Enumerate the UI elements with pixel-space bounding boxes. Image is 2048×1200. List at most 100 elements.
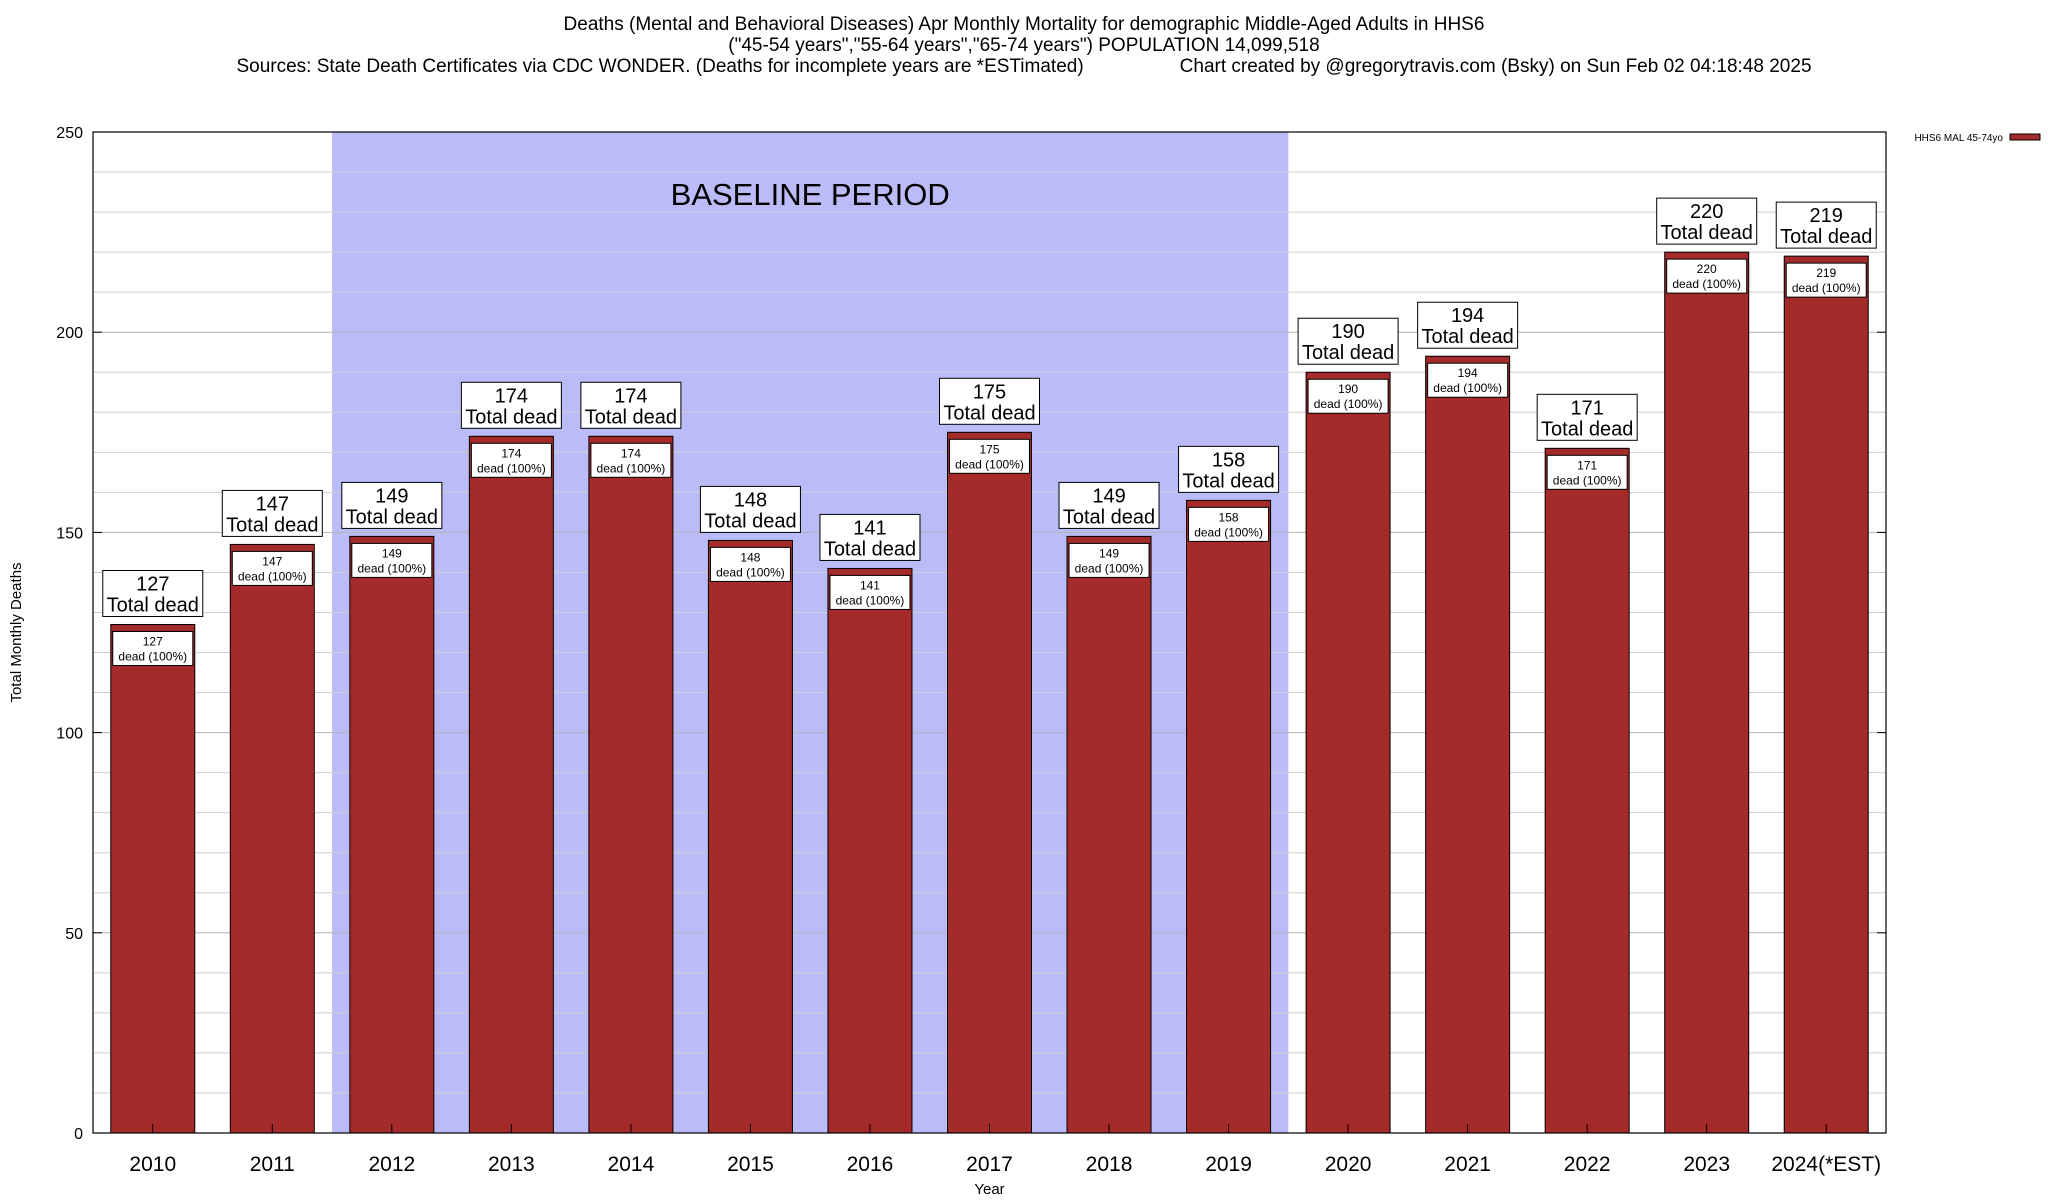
bar-total-value: 190 xyxy=(1331,321,1364,343)
bar xyxy=(1305,371,1391,1134)
bar-inner-value: 171 xyxy=(1577,458,1597,472)
bar-total-label: Total dead xyxy=(704,510,796,532)
bar-total-label-box xyxy=(460,381,562,429)
bar-total-label: Total dead xyxy=(943,402,1035,424)
x-tick-label: 2024(*EST) xyxy=(1771,1153,1881,1176)
bar-total-label: Total dead xyxy=(346,506,438,528)
bar-total-label: Total dead xyxy=(107,594,199,616)
bar-inner-label-box xyxy=(351,542,433,578)
x-tick-label: 2013 xyxy=(488,1153,535,1176)
chart-sources: Sources: State Death Certificates via CD… xyxy=(236,56,1084,77)
bar-inner-label: dead (100%) xyxy=(836,593,905,607)
chart-title-block: Deaths (Mental and Behavioral Diseases) … xyxy=(0,14,2048,77)
chart-subtitle: ("45-54 years","55-64 years","65-74 year… xyxy=(728,35,1320,56)
y-tick-label: 200 xyxy=(56,325,83,342)
bar-inner-label-box xyxy=(709,546,791,582)
y-tick-label: 250 xyxy=(56,125,83,142)
x-tick-label: 2018 xyxy=(1086,1153,1133,1176)
x-tick-label: 2020 xyxy=(1325,1153,1372,1176)
bar-total-value: 148 xyxy=(734,489,767,511)
bar-total-value: 174 xyxy=(495,385,528,407)
chart-sources-credit: Sources: State Death Certificates via CD… xyxy=(0,56,2048,77)
x-tick-label: 2015 xyxy=(727,1153,774,1176)
bar-total-label: Total dead xyxy=(1541,418,1633,440)
bar-inner-label: dead (100%) xyxy=(1672,277,1741,291)
bar-total-label-box xyxy=(1417,301,1519,349)
bar-inner-label: dead (100%) xyxy=(238,569,307,583)
bar-inner-label-box xyxy=(590,442,672,478)
x-tick-label: 2010 xyxy=(129,1153,176,1176)
bar-total-label: Total dead xyxy=(1182,470,1274,492)
bar-total-label-box xyxy=(341,481,443,529)
bar xyxy=(229,543,315,1134)
bar-inner-value: 174 xyxy=(501,446,521,460)
bar-inner-value: 141 xyxy=(860,578,880,592)
chart-credit: Chart created by @gregorytravis.com (Bsk… xyxy=(1179,56,1812,77)
bar-inner-label-box xyxy=(1785,262,1867,298)
bar-inner-label: dead (100%) xyxy=(716,565,785,579)
y-tick-label: 0 xyxy=(74,1126,83,1143)
bar-inner-value: 190 xyxy=(1338,382,1358,396)
bar-total-value: 141 xyxy=(853,517,886,539)
bar-inner-label-box xyxy=(1068,542,1150,578)
bar-total-label: Total dead xyxy=(1302,342,1394,364)
y-axis-title: Total Monthly Deaths xyxy=(8,562,25,702)
bar-total-label-box xyxy=(819,513,921,561)
baseline-period-label: BASELINE PERIOD xyxy=(671,177,950,212)
bar-total-value: 171 xyxy=(1570,397,1603,419)
bar-total-value: 174 xyxy=(614,385,647,407)
bar xyxy=(1664,251,1750,1134)
bar-total-label-box xyxy=(1775,201,1877,249)
bar-total-label: Total dead xyxy=(465,406,557,428)
plot-border xyxy=(92,131,1887,1134)
bar-total-value: 158 xyxy=(1212,449,1245,471)
x-tick-label: 2022 xyxy=(1564,1153,1611,1176)
bar-total-value: 127 xyxy=(136,573,169,595)
bar-total-value: 220 xyxy=(1690,201,1723,223)
bar xyxy=(349,535,435,1134)
bar xyxy=(1186,499,1272,1134)
bar-total-label-box xyxy=(1536,393,1638,441)
bar-inner-value: 149 xyxy=(382,546,402,560)
x-axis-title: Year xyxy=(974,1181,1004,1198)
bar-inner-label: dead (100%) xyxy=(118,649,187,663)
bar xyxy=(1544,447,1630,1134)
bar-inner-value: 158 xyxy=(1219,510,1239,524)
y-tick-label: 50 xyxy=(65,926,83,943)
bar xyxy=(1066,535,1152,1134)
bar xyxy=(588,435,674,1134)
legend-label: HHS6 MAL 45-74yo xyxy=(1914,133,2003,144)
bar-inner-value: 175 xyxy=(979,442,999,456)
x-tick-label: 2017 xyxy=(966,1153,1013,1176)
bar-inner-label: dead (100%) xyxy=(1194,525,1263,539)
bar-inner-label-box xyxy=(1307,378,1389,414)
x-tick-label: 2023 xyxy=(1683,1153,1730,1176)
bar-inner-label-box xyxy=(1666,258,1748,294)
bar-total-label: Total dead xyxy=(226,514,318,536)
bar-total-value: 147 xyxy=(256,493,289,515)
bar-inner-value: 219 xyxy=(1816,266,1836,280)
bar xyxy=(110,623,196,1134)
bar-inner-label-box xyxy=(1188,506,1270,542)
bar-inner-label: dead (100%) xyxy=(1075,561,1144,575)
bar-total-label: Total dead xyxy=(1063,506,1155,528)
bar-total-label-box xyxy=(1178,445,1280,493)
bar-inner-label: dead (100%) xyxy=(357,561,426,575)
x-tick-label: 2016 xyxy=(847,1153,894,1176)
bar xyxy=(827,567,913,1134)
bar-inner-label: dead (100%) xyxy=(1553,473,1622,487)
bar-inner-value: 148 xyxy=(740,550,760,564)
y-tick-label: 150 xyxy=(56,525,83,542)
x-tick-label: 2021 xyxy=(1444,1153,1491,1176)
bar-total-label: Total dead xyxy=(585,406,677,428)
bar-inner-label: dead (100%) xyxy=(1433,381,1502,395)
bar-inner-label-box xyxy=(949,438,1030,474)
bar-total-label-box xyxy=(102,569,204,617)
bar-total-label-box xyxy=(1656,197,1758,245)
x-tick-label: 2012 xyxy=(368,1153,415,1176)
bar-total-label-box xyxy=(939,377,1040,425)
bar-total-value: 194 xyxy=(1451,305,1484,327)
bar-total-label: Total dead xyxy=(1421,326,1513,348)
bar xyxy=(468,435,554,1134)
bar-total-label-box xyxy=(699,485,801,533)
